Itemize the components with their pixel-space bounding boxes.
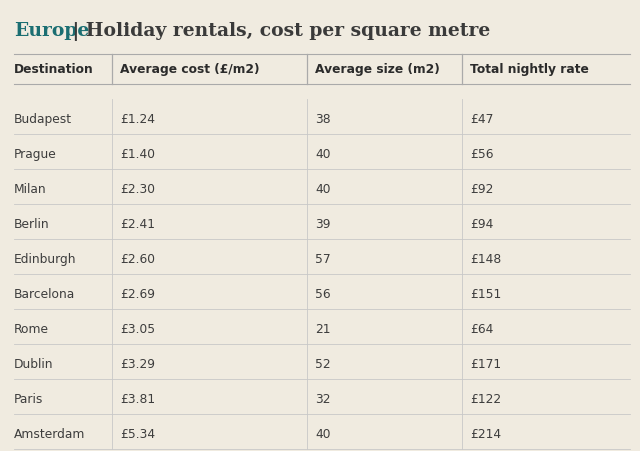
- Text: 21: 21: [315, 322, 330, 336]
- Text: £151: £151: [470, 288, 501, 301]
- Text: £94: £94: [470, 218, 493, 231]
- Text: 57: 57: [315, 253, 331, 266]
- Text: £1.40: £1.40: [120, 148, 155, 161]
- Text: £5.34: £5.34: [120, 428, 155, 440]
- Text: £171: £171: [470, 358, 501, 370]
- Text: £92: £92: [470, 183, 493, 196]
- Text: Dublin: Dublin: [14, 358, 54, 370]
- Text: Amsterdam: Amsterdam: [14, 428, 85, 440]
- Text: | Holiday rentals, cost per square metre: | Holiday rentals, cost per square metre: [66, 22, 490, 41]
- Text: Destination: Destination: [14, 63, 93, 76]
- Text: Total nightly rate: Total nightly rate: [470, 63, 589, 76]
- Text: Edinburgh: Edinburgh: [14, 253, 77, 266]
- Text: 52: 52: [315, 358, 331, 370]
- Text: Europe: Europe: [14, 22, 89, 40]
- Text: £148: £148: [470, 253, 501, 266]
- Text: 38: 38: [315, 113, 331, 126]
- Text: £122: £122: [470, 392, 501, 405]
- Text: £64: £64: [470, 322, 493, 336]
- Text: £3.05: £3.05: [120, 322, 155, 336]
- Text: £3.29: £3.29: [120, 358, 155, 370]
- Text: £2.30: £2.30: [120, 183, 155, 196]
- Text: Average size (m2): Average size (m2): [315, 63, 440, 76]
- Text: Berlin: Berlin: [14, 218, 50, 231]
- Text: £2.41: £2.41: [120, 218, 155, 231]
- Text: Paris: Paris: [14, 392, 44, 405]
- Text: 32: 32: [315, 392, 330, 405]
- Text: 56: 56: [315, 288, 331, 301]
- Text: 39: 39: [315, 218, 330, 231]
- Text: £1.24: £1.24: [120, 113, 155, 126]
- Text: Milan: Milan: [14, 183, 47, 196]
- Text: 40: 40: [315, 183, 330, 196]
- Text: 40: 40: [315, 428, 330, 440]
- Text: £214: £214: [470, 428, 501, 440]
- Text: Average cost (£/m2): Average cost (£/m2): [120, 63, 259, 76]
- Text: Budapest: Budapest: [14, 113, 72, 126]
- Text: Prague: Prague: [14, 148, 57, 161]
- Text: £3.81: £3.81: [120, 392, 155, 405]
- Text: 40: 40: [315, 148, 330, 161]
- Text: Barcelona: Barcelona: [14, 288, 76, 301]
- Text: Rome: Rome: [14, 322, 49, 336]
- Text: £2.60: £2.60: [120, 253, 155, 266]
- Text: £47: £47: [470, 113, 493, 126]
- Text: £56: £56: [470, 148, 493, 161]
- Text: £2.69: £2.69: [120, 288, 155, 301]
